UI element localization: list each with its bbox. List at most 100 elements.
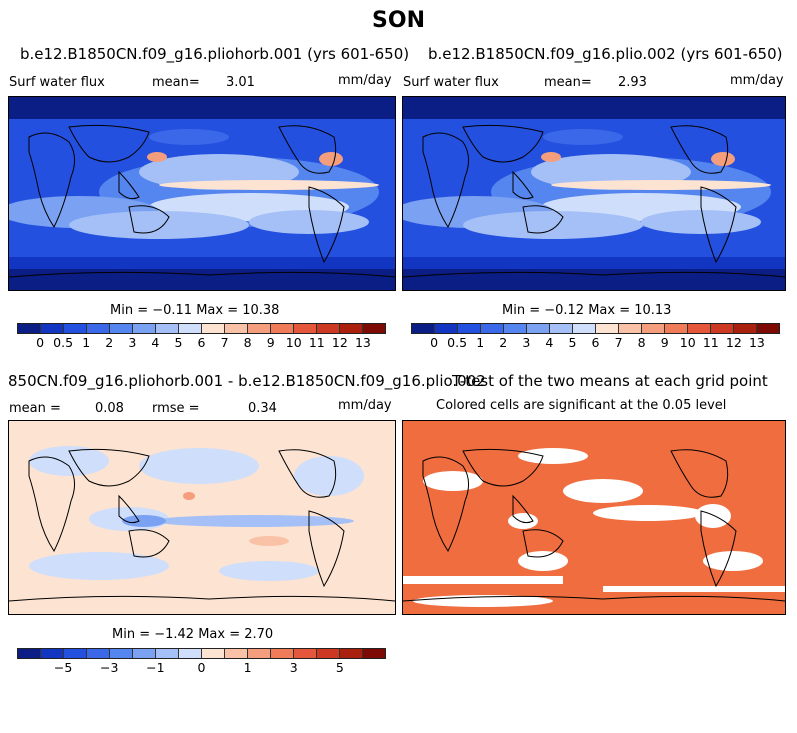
colorbar-swatch — [18, 324, 41, 333]
colorbar-swatch — [757, 324, 779, 333]
colorbar-tick-label: 12 — [331, 335, 348, 350]
panel3-colorbar — [17, 648, 386, 659]
panel3-case-title: 850CN.f09_g16.pliohorb.001 - b.e12.B1850… — [8, 372, 486, 390]
colorbar-tick-label: −3 — [100, 660, 119, 675]
panel4-note: Colored cells are significant at the 0.0… — [436, 398, 727, 413]
colorbar-tick-label: 8 — [243, 335, 252, 350]
panel1-map — [8, 96, 396, 291]
colorbar-swatch — [156, 324, 179, 333]
colorbar-tick-label: 10 — [679, 335, 696, 350]
colorbar-swatch — [179, 324, 202, 333]
colorbar-tick-label: 6 — [591, 335, 600, 350]
colorbar-tick-label: 12 — [725, 335, 742, 350]
colorbar-swatch — [596, 324, 619, 333]
colorbar-swatch — [642, 324, 665, 333]
colorbar-tick-label: 6 — [197, 335, 206, 350]
panel2-variable: Surf water flux — [403, 75, 499, 90]
colorbar-swatch — [64, 649, 87, 658]
colorbar-swatch — [711, 324, 734, 333]
panel4-map — [402, 420, 786, 615]
colorbar-swatch — [41, 324, 64, 333]
colorbar-tick-label: 5 — [568, 335, 577, 350]
colorbar-swatch — [110, 649, 133, 658]
panel1-colorbar — [17, 323, 386, 334]
page-title: SON — [372, 8, 425, 33]
colorbar-tick-label: 7 — [614, 335, 623, 350]
colorbar-swatch — [271, 649, 294, 658]
colorbar-tick-label: 11 — [702, 335, 719, 350]
panel2-mean: 2.93 — [618, 75, 647, 90]
colorbar-swatch — [133, 649, 156, 658]
colorbar-tick-label: 4 — [545, 335, 554, 350]
colorbar-tick-label: 4 — [151, 335, 160, 350]
panel2-colorbar — [411, 323, 780, 334]
panel2-mean-label: mean= — [544, 75, 592, 90]
panel4-case-title: T-test of the two means at each grid poi… — [452, 372, 768, 390]
colorbar-tick-label: 1 — [243, 660, 252, 675]
colorbar-swatch — [363, 649, 385, 658]
colorbar-swatch — [271, 324, 294, 333]
colorbar-swatch — [225, 324, 248, 333]
panel2-units: mm/day — [730, 73, 784, 88]
colorbar-swatch — [156, 649, 179, 658]
colorbar-swatch — [18, 649, 41, 658]
colorbar-swatch — [688, 324, 711, 333]
panel1-mean: 3.01 — [226, 75, 255, 90]
colorbar-tick-label: 9 — [660, 335, 669, 350]
colorbar-tick-label: 0.5 — [447, 335, 468, 350]
colorbar-swatch — [481, 324, 504, 333]
colorbar-swatch — [412, 324, 435, 333]
panel3-map — [8, 420, 396, 615]
colorbar-swatch — [435, 324, 458, 333]
panel3-colorbar-ticks: −5 −3 −1 0 1 3 5 — [17, 660, 384, 676]
colorbar-swatch — [87, 649, 110, 658]
colorbar-swatch — [550, 324, 573, 333]
colorbar-tick-label: 0 — [430, 335, 439, 350]
colorbar-swatch — [202, 324, 225, 333]
colorbar-tick-label: 3 — [289, 660, 298, 675]
colorbar-tick-label: 0 — [197, 660, 206, 675]
colorbar-tick-label: −1 — [146, 660, 165, 675]
colorbar-swatch — [527, 324, 550, 333]
panel1-mean-label: mean= — [152, 75, 200, 90]
colorbar-tick-label: 1 — [82, 335, 91, 350]
colorbar-tick-label: 3 — [522, 335, 531, 350]
panel3-minmax: Min = −1.42 Max = 2.70 — [112, 627, 274, 642]
panel3-rmse: 0.34 — [248, 401, 277, 416]
colorbar-swatch — [179, 649, 202, 658]
panel3-rmse-label: rmse = — [152, 401, 200, 416]
colorbar-tick-label: 0.5 — [53, 335, 74, 350]
colorbar-swatch — [225, 649, 248, 658]
colorbar-tick-label: 11 — [308, 335, 325, 350]
panel1-colorbar-ticks: 0 0.5 1 2 3 4 5 6 7 8 9 10 11 12 13 — [17, 335, 384, 351]
colorbar-tick-label: 9 — [266, 335, 275, 350]
colorbar-swatch — [573, 324, 596, 333]
panel1-case-title: b.e12.B1850CN.f09_g16.pliohorb.001 (yrs … — [20, 45, 410, 63]
colorbar-swatch — [340, 324, 363, 333]
panel1-minmax: Min = −0.11 Max = 10.38 — [110, 303, 280, 318]
colorbar-swatch — [202, 649, 225, 658]
colorbar-swatch — [248, 324, 271, 333]
colorbar-swatch — [458, 324, 481, 333]
colorbar-swatch — [363, 324, 385, 333]
colorbar-swatch — [41, 649, 64, 658]
colorbar-tick-label: 1 — [476, 335, 485, 350]
colorbar-tick-label: 5 — [335, 660, 344, 675]
colorbar-swatch — [294, 649, 317, 658]
colorbar-swatch — [734, 324, 757, 333]
panel2-colorbar-ticks: 0 0.5 1 2 3 4 5 6 7 8 9 10 11 12 13 — [411, 335, 778, 351]
colorbar-tick-label: 7 — [220, 335, 229, 350]
colorbar-swatch — [133, 324, 156, 333]
panel2-case-title: b.e12.B1850CN.f09_g16.plio.002 (yrs 601-… — [428, 45, 783, 63]
panel3-mean: 0.08 — [95, 401, 124, 416]
colorbar-swatch — [340, 649, 363, 658]
colorbar-swatch — [87, 324, 110, 333]
panel3-units: mm/day — [338, 398, 392, 413]
colorbar-tick-label: 13 — [748, 335, 765, 350]
colorbar-swatch — [110, 324, 133, 333]
colorbar-tick-label: 5 — [174, 335, 183, 350]
colorbar-tick-label: 3 — [128, 335, 137, 350]
colorbar-tick-label: 13 — [354, 335, 371, 350]
panel1-variable: Surf water flux — [9, 75, 105, 90]
colorbar-swatch — [317, 649, 340, 658]
